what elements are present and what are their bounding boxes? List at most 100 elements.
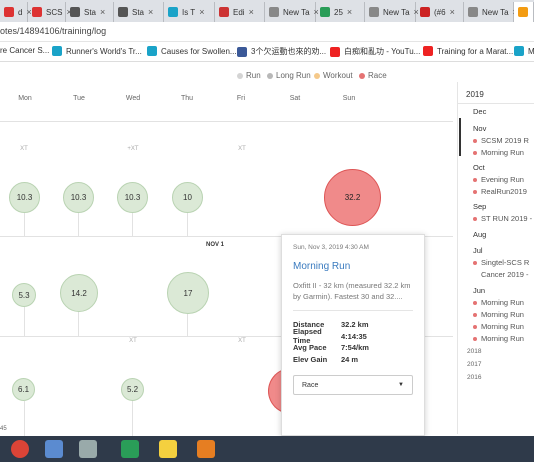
sidebar-month[interactable]: Jun — [473, 286, 485, 295]
app-icon — [197, 440, 215, 458]
run-bubble[interactable]: 10.3 — [63, 182, 94, 213]
taskbar-app[interactable] — [42, 439, 66, 459]
sidebar-month[interactable]: Nov — [473, 124, 486, 133]
sidebar-activity[interactable]: Morning Run — [473, 322, 524, 331]
sidebar-text: RealRun2019 — [481, 187, 527, 196]
sidebar-year[interactable]: 2016 — [467, 374, 482, 381]
sidebar-activity[interactable]: Evening Run — [473, 175, 524, 184]
legend-item[interactable]: Long Run — [267, 71, 311, 80]
run-bubble[interactable]: 6.1 — [12, 378, 35, 401]
race-distance: 32.2 — [344, 193, 361, 202]
browser-tab[interactable]: Is T × — [164, 2, 215, 22]
week-label: NOV 1 — [206, 242, 225, 248]
taskbar-app[interactable] — [118, 439, 142, 459]
sidebar-activity[interactable]: Morning Run — [473, 310, 524, 319]
sidebar-year[interactable]: 2018 — [467, 348, 482, 355]
browser-tab[interactable]: New Ta× — [464, 2, 518, 22]
browser-tab[interactable]: New Ta× — [265, 2, 319, 22]
bookmark-label: Training for a Marat... — [437, 46, 514, 56]
browser-tab[interactable]: Edi × — [215, 2, 265, 22]
run-bubble[interactable]: 10 — [172, 182, 203, 213]
bookmark-item[interactable]: Training for a Marat... — [423, 46, 513, 56]
race-dot-icon — [473, 138, 477, 143]
race-dot-icon — [473, 260, 477, 265]
browser-tab[interactable]: SCS× — [28, 2, 72, 22]
close-icon[interactable]: × — [100, 7, 106, 17]
browser-tab[interactable]: (#6 × — [416, 2, 464, 22]
sidebar-activity[interactable]: ST RUN 2019 - — [473, 214, 532, 223]
taskbar-app[interactable] — [156, 439, 180, 459]
run-bubble[interactable]: 17 — [167, 272, 209, 314]
sidebar-month[interactable]: Sep — [473, 202, 486, 211]
sidebar-activity[interactable]: Morning Run — [473, 298, 524, 307]
bookmark-item[interactable]: M — [514, 46, 534, 56]
sidebar-year[interactable]: 2017 — [467, 361, 482, 368]
browser-tab[interactable]: Sta × — [66, 2, 114, 22]
run-bubble[interactable]: 14.2 — [60, 274, 98, 312]
sidebar-text: Cancer 2019 - — [481, 270, 529, 279]
sidebar-activity[interactable]: SCSM 2019 R — [473, 136, 529, 145]
bookmark-favicon-icon — [147, 46, 157, 56]
close-icon[interactable]: × — [346, 7, 353, 17]
run-bubble[interactable]: 10.3 — [117, 182, 148, 213]
taskbar-app[interactable] — [8, 439, 32, 459]
run-bubble[interactable]: 10.3 — [9, 182, 40, 213]
tab-title: (#6 — [434, 7, 446, 17]
sidebar-activity[interactable]: RealRun2019 — [473, 187, 527, 196]
taskbar-app[interactable] — [76, 439, 100, 459]
run-bubble[interactable]: 5.3 — [12, 283, 36, 307]
tab-favicon-icon — [320, 7, 330, 17]
sidebar-year[interactable]: 2019 — [466, 90, 484, 99]
close-icon[interactable]: × — [248, 7, 254, 17]
weekday-label: Fri — [236, 95, 246, 102]
xt-marker: XT — [238, 146, 246, 152]
tab-bar: d ×SCS×Sta×Sta×Is T×Edi×New Ta×25 ×New T… — [0, 0, 534, 22]
close-icon[interactable]: × — [449, 7, 455, 17]
sidebar-activity[interactable]: Morning Run — [473, 148, 524, 157]
close-icon[interactable]: × — [26, 7, 32, 17]
bookmark-item[interactable]: 白痴和亂功 - YouTu... — [330, 46, 420, 57]
bookmark-item[interactable]: re Cancer S... — [0, 46, 49, 55]
activity-type-select[interactable]: Race ▼ — [293, 375, 413, 395]
run-bubble[interactable]: 5.2 — [121, 378, 144, 401]
race-bubble[interactable]: 32.2 — [324, 169, 381, 226]
browser-tab[interactable]: d × — [0, 2, 32, 22]
day-line — [78, 213, 79, 236]
activity-title-link[interactable]: Morning Run — [293, 261, 351, 272]
browser-tab[interactable]: New Ta× — [365, 2, 419, 22]
browser-tab[interactable]: 25 × — [316, 2, 365, 22]
sidebar-month[interactable]: Jul — [473, 246, 483, 255]
browser-tab[interactable] — [514, 2, 534, 22]
legend-item[interactable]: Run — [237, 71, 261, 80]
xt-marker: XT — [238, 338, 246, 344]
legend-item[interactable]: Workout — [314, 71, 353, 80]
close-icon[interactable]: × — [148, 7, 154, 17]
close-icon[interactable]: × — [199, 7, 205, 17]
sidebar-activity[interactable]: Singtel-SCS R — [473, 258, 529, 267]
stat-label: Avg Pace — [293, 343, 327, 353]
close-icon[interactable]: × — [66, 7, 71, 17]
bookmark-item[interactable]: Runner's World's Tr... — [52, 46, 142, 56]
browser-tab[interactable]: Sta × — [114, 2, 164, 22]
tab-title: New Ta — [383, 7, 410, 17]
sidebar-text: Morning Run — [481, 334, 524, 343]
close-icon[interactable]: × — [413, 7, 419, 17]
sidebar-month[interactable]: Aug — [473, 230, 486, 239]
current-month-indicator — [459, 118, 461, 156]
sidebar-month[interactable]: Oct — [473, 163, 485, 172]
sidebar-month[interactable]: Dec — [473, 107, 486, 116]
taskbar — [0, 436, 534, 462]
legend-item[interactable]: Race — [359, 71, 387, 80]
taskbar-app[interactable] — [194, 439, 218, 459]
day-line — [24, 307, 25, 336]
tab-title: SCS — [46, 7, 63, 17]
tab-favicon-icon — [118, 7, 128, 17]
sidebar-activity[interactable]: Morning Run — [473, 334, 524, 343]
address-bar[interactable]: otes/14894106/training/log — [0, 22, 534, 42]
tab-favicon-icon — [420, 7, 430, 17]
bookmark-item[interactable]: 3个欠运動也來的劝... — [237, 46, 326, 57]
bookmark-item[interactable]: Causes for Swollen... — [147, 46, 237, 56]
legend-dot-icon — [267, 72, 273, 79]
run-distance: 5.3 — [18, 290, 30, 300]
close-icon[interactable]: × — [313, 7, 319, 17]
